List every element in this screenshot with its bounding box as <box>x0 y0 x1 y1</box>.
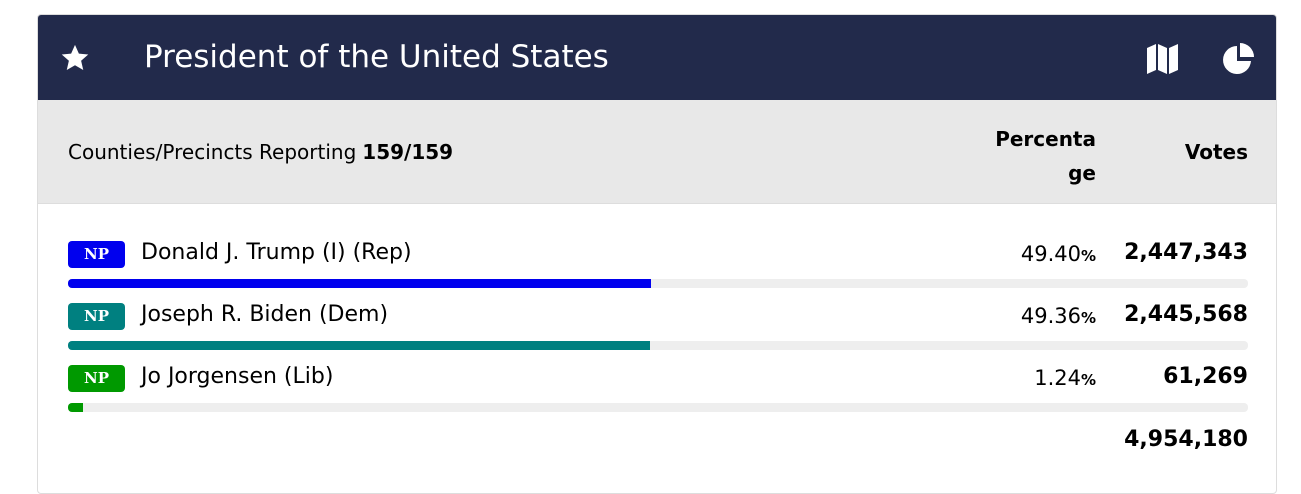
candidate-votes: 61,269 <box>1163 364 1248 389</box>
percentage-bar <box>68 341 651 350</box>
votes-header: Votes <box>1184 140 1248 164</box>
candidate-row: NP Joseph R. Biden (Dem) 49.36% 2,445,568 <box>68 301 1248 361</box>
percentage-value: 49.40 <box>1020 242 1081 266</box>
bar-track <box>68 341 1248 350</box>
party-badge: NP <box>68 241 125 268</box>
percentage-bar <box>68 403 83 412</box>
bar-track <box>68 403 1248 412</box>
reporting-label: Counties/Precincts Reporting <box>68 140 357 164</box>
percentage-unit: % <box>1080 371 1096 389</box>
percentage: 49.36% <box>1021 304 1096 328</box>
total-votes: 4,954,180 <box>1124 427 1248 452</box>
race-title: President of the United States <box>144 39 609 75</box>
candidate-row: NP Jo Jorgensen (Lib) 1.24% 61,269 <box>68 363 1248 423</box>
map-icon[interactable] <box>1146 43 1179 75</box>
percentage: 1.24% <box>1034 366 1096 390</box>
percentage-value: 1.24 <box>1034 366 1081 390</box>
candidate-name: Jo Jorgensen (Lib) <box>141 364 334 389</box>
party-badge: NP <box>68 303 125 330</box>
race-card: President of the United States Counties/… <box>37 14 1277 494</box>
party-badge: NP <box>68 365 125 392</box>
page: President of the United States Counties/… <box>37 14 1277 494</box>
percentage-value: 49.36 <box>1020 304 1081 328</box>
candidate-row: NP Donald J. Trump (I) (Rep) 49.40% 2,447,3… <box>68 239 1248 299</box>
candidate-votes: 2,447,343 <box>1124 240 1248 265</box>
reporting: Counties/Precincts Reporting 159/159 <box>68 140 453 164</box>
candidate-votes: 2,445,568 <box>1124 302 1248 327</box>
pie-icon[interactable] <box>1222 42 1256 76</box>
candidate-name: Donald J. Trump (I) (Rep) <box>141 240 412 265</box>
candidate-name: Joseph R. Biden (Dem) <box>141 302 389 327</box>
race-header: President of the United States <box>38 15 1276 100</box>
bar-track <box>68 279 1248 288</box>
percentage-unit: % <box>1080 309 1096 327</box>
reporting-value: 159/159 <box>362 140 454 164</box>
percentage-bar <box>68 279 651 288</box>
percentage: 49.40% <box>1021 242 1096 266</box>
percentage-unit: % <box>1080 247 1096 265</box>
column-header: Counties/Precincts Reporting 159/159 Perc… <box>38 100 1276 204</box>
percentage-header: Percentage <box>995 127 1096 185</box>
favorite-star[interactable] <box>60 43 90 73</box>
